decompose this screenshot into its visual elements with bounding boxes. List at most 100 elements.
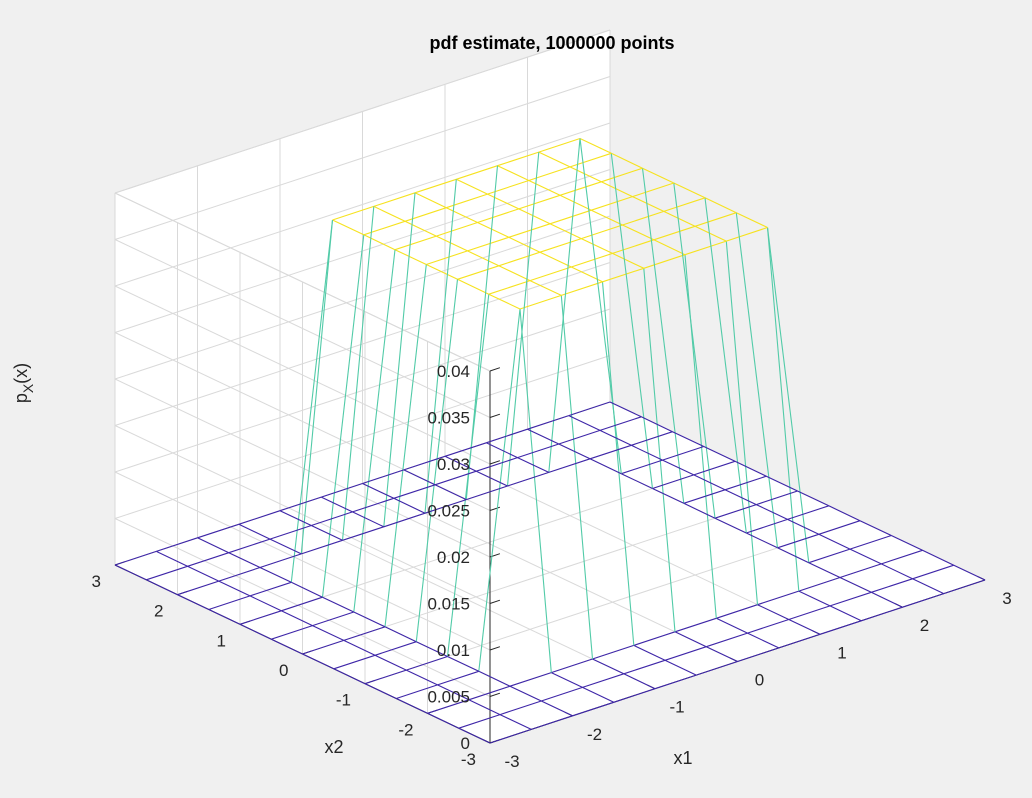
mesh-edge — [798, 576, 841, 592]
mesh-edge — [706, 632, 748, 648]
mesh-edge — [364, 669, 407, 685]
mesh-edge — [498, 265, 531, 282]
mesh-edge — [487, 193, 520, 210]
mesh-edge — [632, 196, 665, 212]
mesh-edge — [197, 537, 230, 554]
mesh-edge — [343, 639, 376, 656]
mesh-edge — [568, 415, 601, 431]
mesh-edge — [693, 460, 736, 476]
mesh-edge — [561, 281, 603, 296]
mesh-edge — [446, 193, 488, 209]
mesh-edge — [187, 552, 229, 567]
mesh-edge — [458, 727, 491, 744]
mesh-edge — [414, 192, 447, 209]
mesh-edge — [259, 567, 292, 583]
mesh-edge — [599, 429, 632, 446]
mesh-edge — [747, 618, 789, 634]
mesh-edge — [519, 294, 562, 310]
mesh-edge — [114, 550, 157, 566]
mesh-edge — [579, 138, 622, 474]
mesh-edge — [208, 609, 241, 625]
x-tick-label: 3 — [1002, 589, 1011, 608]
mesh-edge — [424, 499, 467, 514]
mesh-edge — [404, 220, 437, 237]
mesh-edge — [353, 611, 386, 628]
mesh-edge — [467, 236, 509, 252]
mesh-edge — [548, 458, 591, 473]
z-tick-label: 0.025 — [427, 502, 470, 521]
mesh-edge — [612, 239, 654, 254]
mesh-edge — [674, 631, 707, 648]
mesh-edge — [527, 415, 569, 430]
y-tick-label: 0 — [279, 661, 288, 680]
mesh-edge — [684, 240, 727, 256]
mesh-edge — [716, 604, 758, 619]
mesh-edge — [499, 700, 542, 716]
mesh-edge — [706, 646, 738, 662]
mesh-edge — [374, 654, 407, 671]
mesh-edge — [592, 644, 634, 660]
mesh-edge — [497, 151, 539, 167]
mesh-edge — [518, 208, 551, 225]
mesh-edge — [218, 566, 261, 582]
mesh-edge — [528, 180, 561, 196]
mesh-edge — [333, 668, 366, 685]
x-tick-label: -3 — [504, 752, 519, 771]
mesh-edge — [539, 251, 572, 268]
mesh-edge — [653, 239, 686, 256]
mesh-edge — [301, 539, 343, 555]
mesh-edge — [249, 595, 282, 612]
mesh-edge — [228, 538, 271, 554]
mesh-edge — [444, 455, 477, 472]
mesh-edge — [343, 626, 386, 641]
mesh-edge — [568, 401, 611, 417]
mesh-edge — [642, 167, 675, 184]
mesh-edge — [953, 564, 986, 581]
mesh-edge — [664, 659, 697, 676]
z-tick-label: 0.03 — [437, 455, 470, 474]
mesh-edge — [599, 416, 642, 431]
mesh-edge — [497, 165, 530, 181]
y-tick-label: 2 — [154, 602, 163, 621]
mesh-edge — [352, 511, 385, 528]
mesh-edge — [478, 670, 511, 687]
mesh-edge — [560, 295, 594, 660]
mesh-edge — [539, 238, 582, 253]
mesh-edge — [384, 264, 427, 627]
mesh-edge — [746, 532, 778, 549]
mesh-edge — [362, 469, 404, 485]
mesh-edge — [643, 254, 686, 269]
y-tick-label: 1 — [217, 631, 226, 650]
mesh-edge — [403, 455, 446, 471]
mesh-edge — [436, 235, 468, 252]
z-tick-mark — [489, 692, 501, 697]
mesh-edge — [467, 250, 500, 267]
mesh-edge — [302, 639, 344, 655]
mesh-edge — [558, 429, 601, 445]
mesh-edge — [632, 182, 674, 198]
mesh-edge — [704, 197, 737, 214]
mesh-edge — [271, 625, 313, 640]
z-tick-mark — [489, 646, 501, 651]
mesh-edge — [551, 672, 583, 688]
mesh-edge — [621, 459, 663, 475]
mesh-edge — [321, 234, 365, 598]
mesh-edge — [177, 594, 210, 610]
mesh-edge — [724, 489, 757, 506]
mesh-edge — [571, 252, 613, 268]
mesh-edge — [373, 192, 416, 207]
mesh-edge — [591, 209, 623, 226]
mesh-edge — [468, 699, 501, 716]
mesh-edge — [517, 457, 550, 473]
mesh-edge — [922, 549, 955, 566]
mesh-edge — [528, 166, 571, 182]
mesh-edge — [664, 646, 707, 661]
mesh-edge — [406, 655, 448, 671]
mesh-edge — [633, 644, 666, 661]
mesh-edge — [444, 442, 487, 457]
mesh-edge — [621, 473, 653, 489]
mesh-edge — [312, 625, 345, 641]
mesh-edge — [777, 533, 819, 549]
